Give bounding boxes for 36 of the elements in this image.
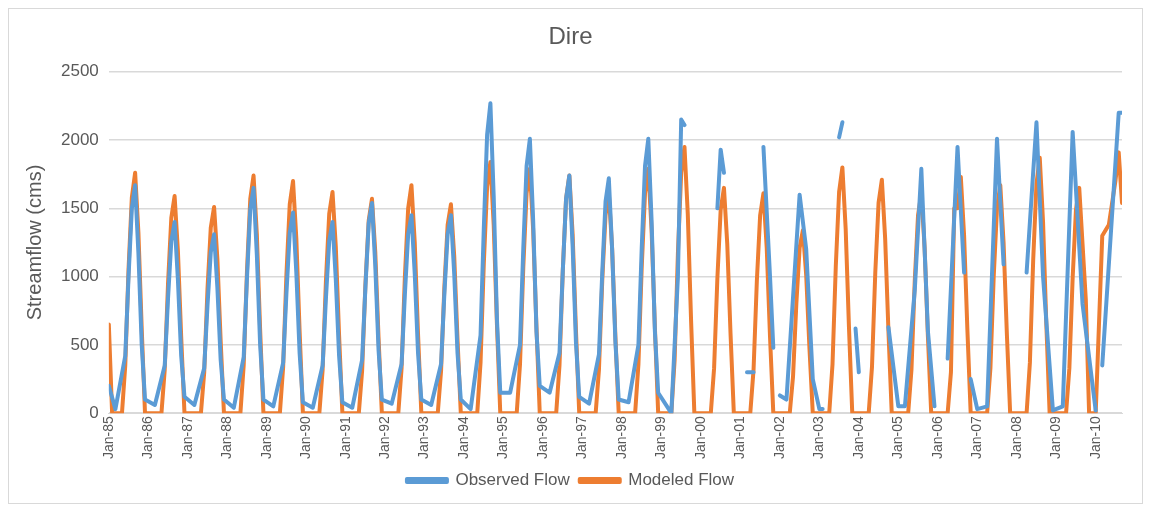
x-tick-label: Jan-85 bbox=[99, 415, 116, 460]
x-tick-label: Jan-05 bbox=[889, 415, 906, 460]
x-tick-label: Jan-07 bbox=[968, 415, 985, 460]
y-tick-label: 2500 bbox=[60, 61, 99, 81]
x-tick-label: Jan-94 bbox=[454, 415, 471, 460]
x-tick-label: Jan-93 bbox=[415, 415, 432, 460]
y-tick-label: 0 bbox=[89, 402, 99, 422]
x-tick-label: Jan-04 bbox=[849, 415, 866, 460]
x-tick-label: Jan-92 bbox=[376, 415, 392, 460]
x-tick-label: Jan-06 bbox=[928, 415, 945, 460]
x-tick-label: Jan-91 bbox=[336, 415, 353, 460]
legend-label: Observed Flow bbox=[455, 470, 571, 490]
chart-title: Dire bbox=[548, 22, 593, 50]
x-tick-label: Jan-96 bbox=[533, 415, 550, 460]
x-tick-label: Jan-90 bbox=[297, 415, 314, 460]
y-tick-label: 500 bbox=[70, 334, 99, 354]
x-tick-label: Jan-95 bbox=[494, 415, 511, 460]
x-tick-label: Jan-87 bbox=[178, 415, 195, 460]
x-tick-label: Jan-02 bbox=[770, 415, 787, 460]
y-tick-label: 2000 bbox=[60, 129, 99, 149]
x-tick-label: Jan-01 bbox=[731, 415, 748, 460]
x-tick-label: Jan-86 bbox=[139, 415, 156, 460]
x-tick-label: Jan-89 bbox=[257, 415, 274, 460]
x-tick-label: Jan-00 bbox=[691, 415, 708, 460]
y-tick-label: 1000 bbox=[60, 266, 99, 286]
x-tick-label: Jan-10 bbox=[1086, 415, 1103, 460]
x-tick-label: Jan-99 bbox=[652, 415, 669, 460]
x-tick-label: Jan-09 bbox=[1047, 415, 1064, 460]
y-axis-title: Streamflow (cms) bbox=[22, 164, 45, 321]
x-tick-label: Jan-98 bbox=[612, 415, 629, 460]
x-tick-label: Jan-03 bbox=[810, 415, 827, 460]
legend-label: Modeled Flow bbox=[628, 470, 735, 490]
x-tick-label: Jan-88 bbox=[218, 415, 235, 460]
x-tick-label: Jan-97 bbox=[573, 415, 590, 460]
x-tick-label: Jan-08 bbox=[1007, 415, 1024, 460]
y-tick-label: 1500 bbox=[60, 198, 99, 218]
